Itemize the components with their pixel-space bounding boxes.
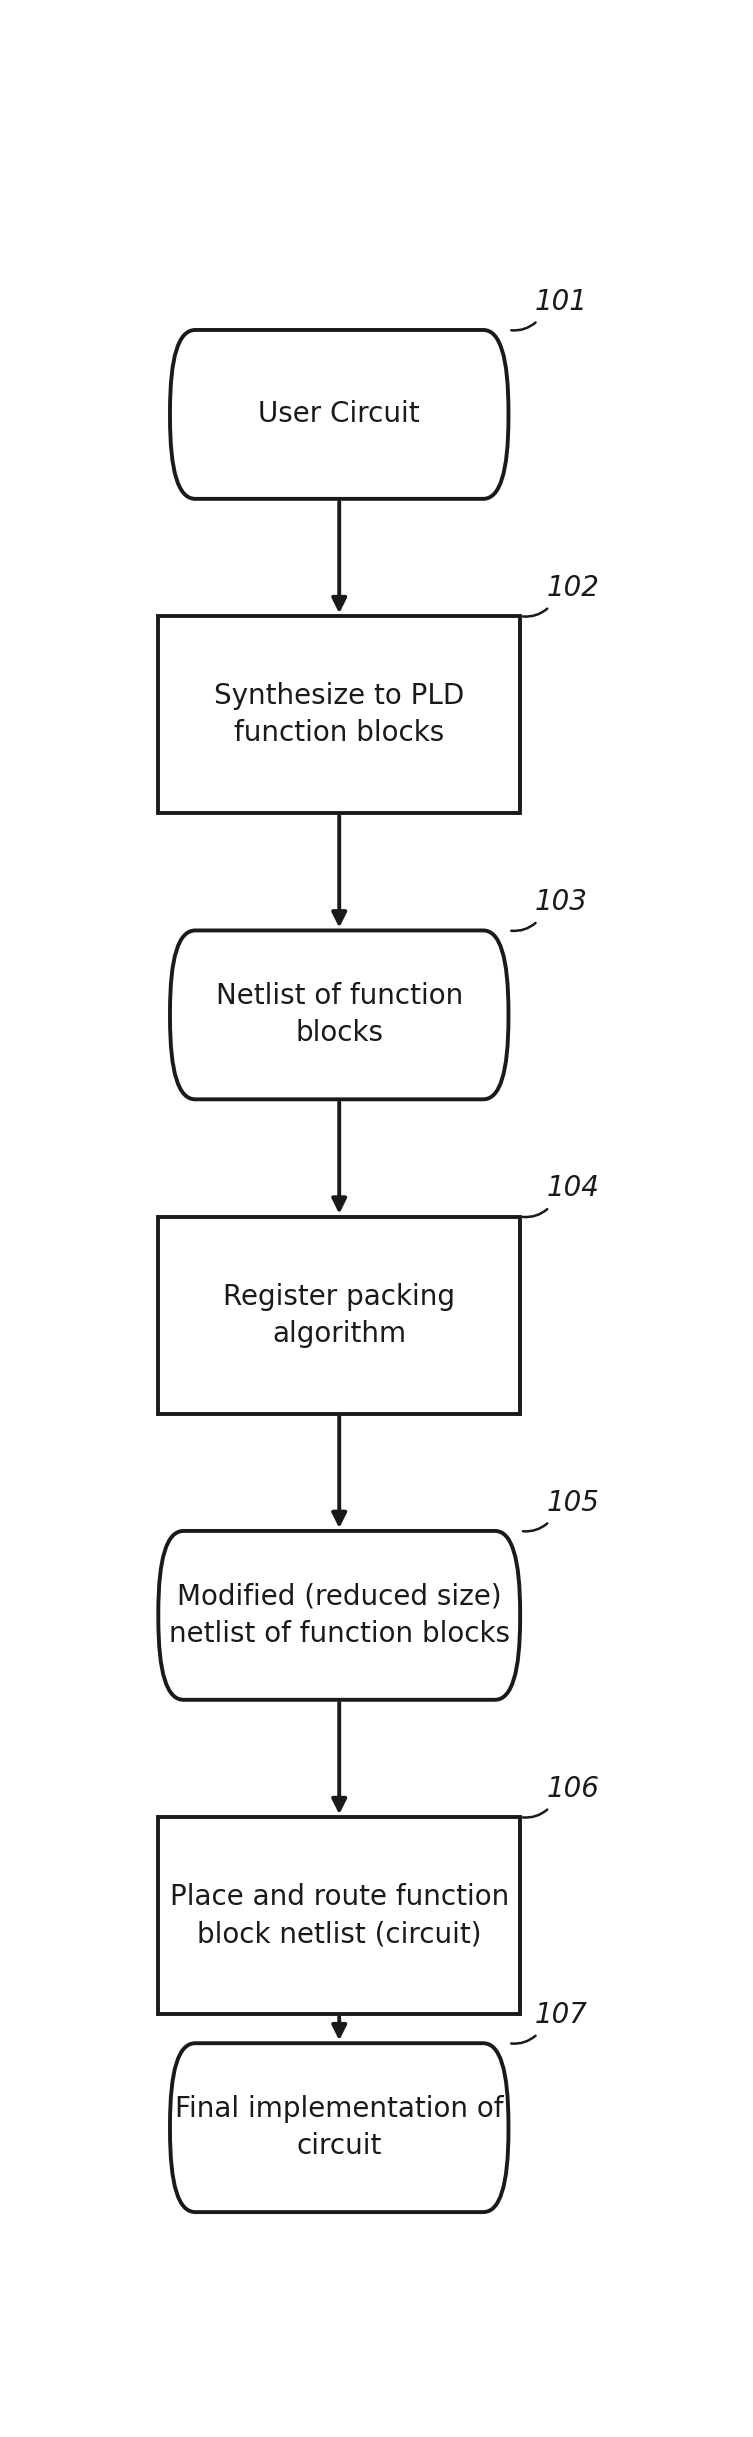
Text: 101: 101 [535,288,587,317]
Text: 106: 106 [546,1774,599,1803]
Text: Modified (reduced size)
netlist of function blocks: Modified (reduced size) netlist of funct… [169,1584,510,1647]
Text: Place and route function
block netlist (circuit): Place and route function block netlist (… [169,1884,509,1947]
Text: Register packing
algorithm: Register packing algorithm [223,1282,456,1348]
Text: Final implementation of
circuit: Final implementation of circuit [175,2096,504,2159]
Text: Netlist of function
blocks: Netlist of function blocks [215,982,463,1048]
FancyBboxPatch shape [158,1818,520,2013]
Text: User Circuit: User Circuit [258,400,420,429]
FancyBboxPatch shape [158,1530,520,1701]
FancyBboxPatch shape [158,1216,520,1413]
Text: 104: 104 [546,1175,599,1201]
Text: 107: 107 [535,2001,587,2030]
FancyBboxPatch shape [170,931,508,1099]
Text: Synthesize to PLD
function blocks: Synthesize to PLD function blocks [214,682,465,748]
Text: 105: 105 [546,1489,599,1516]
FancyBboxPatch shape [158,617,520,814]
FancyBboxPatch shape [170,329,508,500]
Text: 103: 103 [535,890,587,916]
Text: 102: 102 [546,575,599,602]
FancyBboxPatch shape [170,2042,508,2213]
